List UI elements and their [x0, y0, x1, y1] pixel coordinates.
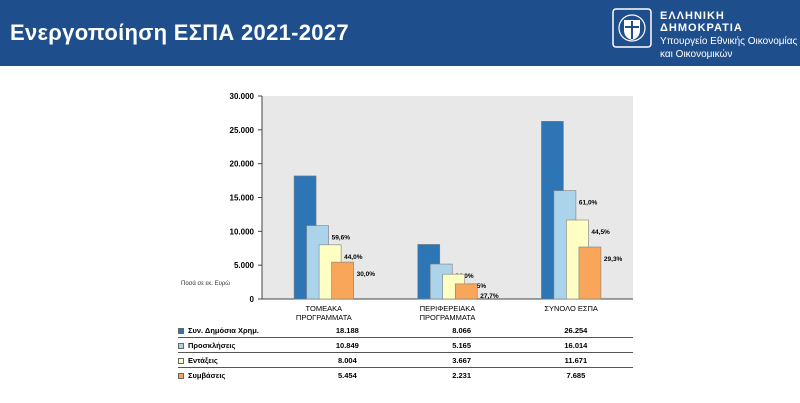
data-label: 27,7% — [480, 293, 499, 300]
table-cell: 5.454 — [337, 370, 357, 380]
series-label: Συν. Δημόσια Χρημ. — [178, 323, 291, 338]
table-row: Συμβάσεις 5.454 2.231 7.685 — [178, 368, 633, 383]
series-name: Προσκλήσεις — [188, 340, 236, 350]
table-cell: 16.014 — [518, 337, 633, 353]
org-name: ΕΛΛΗΝΙΚΗ ΔΗΜΟΚΡΑΤΙΑ — [660, 10, 743, 34]
series-label: Εντάξεις — [178, 352, 291, 368]
category-label: ΠΕΡΙΦΕΡΕΙΑΚΑ — [420, 304, 476, 313]
legend-swatch — [178, 372, 184, 379]
series-name: Εντάξεις — [188, 355, 218, 365]
header-bar: Ενεργοποίηση ΕΣΠΑ 2021-2027 ΕΛΛΗΝΙΚΗ ΔΗΜ… — [0, 0, 800, 66]
table-cell: 26.254 — [518, 323, 633, 338]
table-cell: 7.685 — [566, 370, 586, 380]
y-tick-label: 20.000 — [230, 160, 255, 169]
hellenic-emblem-icon — [612, 8, 652, 48]
org-subtitle-2: και Οικονομικών — [660, 49, 733, 60]
category-label: ΠΡΟΓΡΑΜΜΑΤΑ — [420, 313, 476, 322]
data-label: 44,0% — [344, 254, 363, 261]
y-tick-label: 30.000 — [230, 92, 255, 101]
table-cell: 10.849 — [290, 337, 405, 353]
data-label: 30,0% — [357, 271, 376, 278]
table-cell: 2.231 — [452, 370, 471, 380]
y-tick-label: 10.000 — [230, 227, 255, 236]
org-subtitle-1: Υπουργείο Εθνικής Οικονομίας — [660, 36, 798, 47]
table-cell: 8.066 — [404, 323, 519, 338]
table-cell: 3.667 — [404, 352, 519, 368]
table-row: Προσκλήσεις 10.849 5.165 16.014 — [178, 337, 633, 353]
series-label: Συμβάσεις — [178, 368, 290, 383]
data-label: 44,5% — [591, 229, 610, 236]
table-cell: 18.188 — [290, 323, 405, 338]
y-tick-label: 0 — [250, 295, 255, 304]
organization-block: ΕΛΛΗΝΙΚΗ ΔΗΜΟΚΡΑΤΙΑ Υπουργείο Εθνικής Οι… — [660, 10, 800, 60]
table-cell: 11.671 — [518, 352, 633, 368]
table-row: Εντάξεις 8.004 3.667 11.671 — [178, 352, 633, 368]
y-tick-label: 5.000 — [234, 261, 255, 270]
bar — [331, 261, 354, 300]
category-label: ΤΟΜΕΑΚΑ — [306, 304, 343, 313]
table-cell: 5.165 — [404, 337, 519, 353]
y-tick-label: 25.000 — [230, 126, 255, 135]
data-table: Συν. Δημόσια Χρημ. 18.188 8.066 26.254 Προσκ… — [178, 323, 633, 382]
legend-swatch — [178, 327, 184, 334]
category-label: ΣΥΝΟΛΟ ΕΣΠΑ — [544, 304, 598, 313]
table-cell: 8.004 — [290, 352, 405, 368]
data-label: 59,6% — [332, 235, 351, 242]
legend-swatch — [178, 357, 184, 364]
data-label: 61,0% — [579, 200, 598, 207]
bar — [578, 246, 602, 300]
series-name: Συμβάσεις — [188, 370, 226, 380]
page-title: Ενεργοποίηση ΕΣΠΑ 2021-2027 — [10, 20, 349, 45]
y-tick-label: 15.000 — [230, 194, 255, 203]
data-label: 29,3% — [604, 256, 623, 263]
table-row: Συν. Δημόσια Χρημ. 18.188 8.066 26.254 — [178, 323, 633, 338]
category-label: ΠΡΟΓΡΑΜΜΑΤΑ — [296, 313, 352, 322]
series-label: Προσκλήσεις — [178, 337, 291, 353]
bar — [454, 283, 478, 300]
units-label: Ποσά σε εκ. Ευρώ — [181, 281, 230, 287]
series-name: Συν. Δημόσια Χρημ. — [188, 325, 259, 335]
legend-swatch — [178, 342, 184, 349]
